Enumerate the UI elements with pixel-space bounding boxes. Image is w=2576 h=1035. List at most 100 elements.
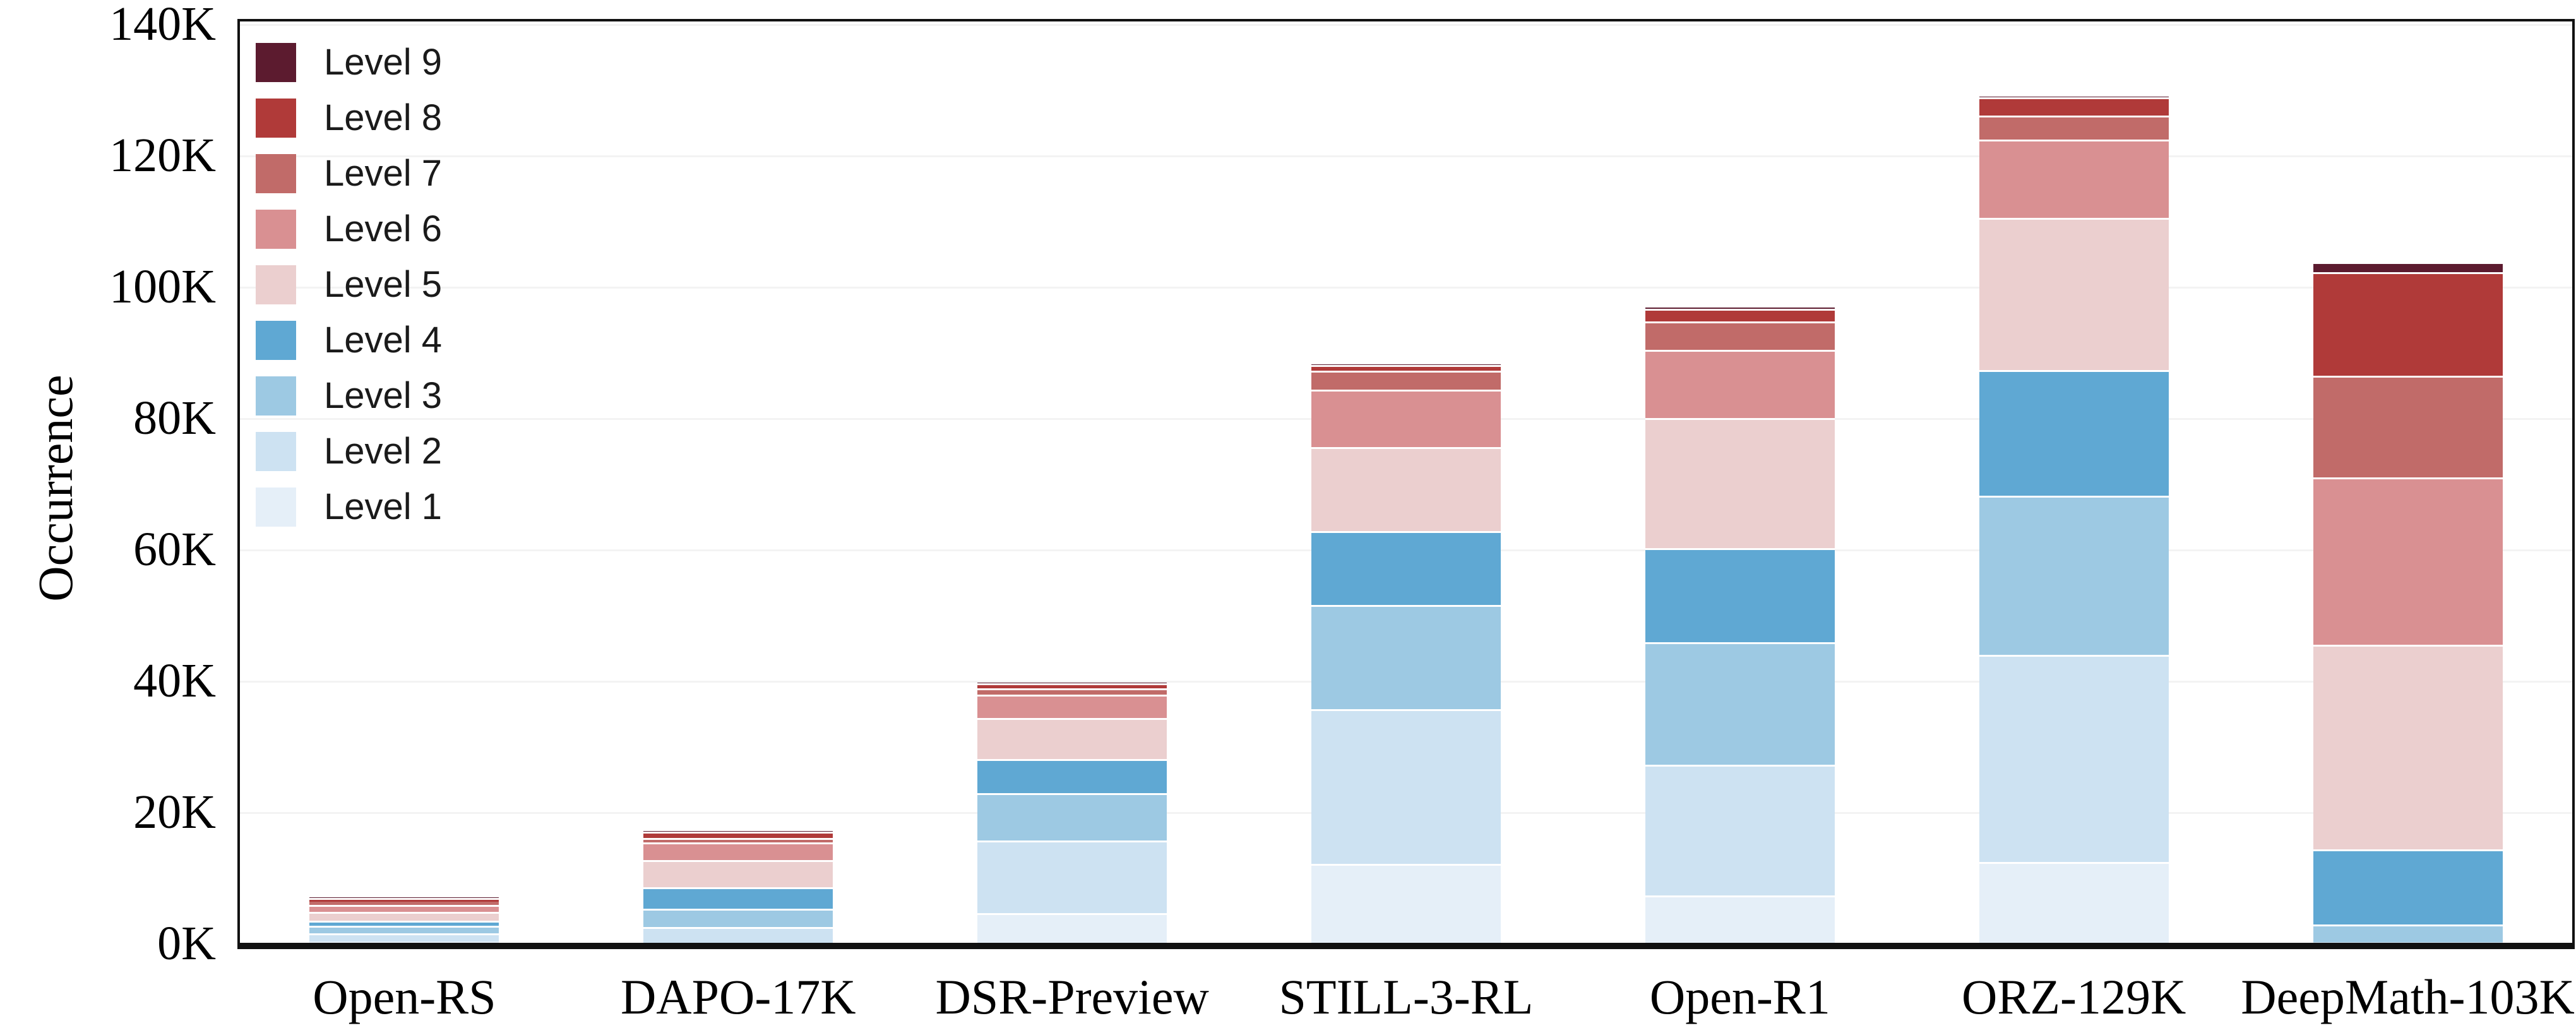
bar-segment-Open-R1-Level-5 <box>1645 418 1835 548</box>
bar-segment-Open-RS-Level-7 <box>309 902 499 905</box>
legend-label: Level 5 <box>324 264 443 306</box>
bar-segment-DSR-Preview-Level-4 <box>977 758 1167 793</box>
bar-segment-Open-RS-Level-4 <box>309 920 499 926</box>
bar-segment-Open-R1-Level-9 <box>1645 308 1835 309</box>
bar-segment-DeepMath-103K-Level-9 <box>2313 264 2503 273</box>
bar-segment-DeepMath-103K-Level-5 <box>2313 644 2503 850</box>
bar-segment-DSR-Preview-Level-7 <box>977 688 1167 695</box>
y-tick-label: 140K <box>109 0 216 51</box>
legend-label: Level 2 <box>324 431 443 472</box>
x-tick-label-DAPO-17K: DAPO-17K <box>620 969 856 1024</box>
bar-segment-STILL-3-RL-Level-1 <box>1311 864 1501 943</box>
bar-segment-Open-R1-Level-2 <box>1645 765 1835 896</box>
bar-segment-DeepMath-103K-Level-4 <box>2313 849 2503 924</box>
bar-segment-DAPO-17K-Level-3 <box>643 908 833 927</box>
bar-column-STILL-3-RL <box>1311 19 1501 943</box>
bar-segment-DAPO-17K-Level-7 <box>643 838 833 842</box>
bar-segment-DSR-Preview-Level-1 <box>977 913 1167 943</box>
bar-segment-STILL-3-RL-Level-8 <box>1311 365 1501 371</box>
bar-segment-ORZ-129K-Level-5 <box>1979 217 2169 371</box>
bar-segment-ORZ-129K-Level-2 <box>1979 655 2169 863</box>
x-axis-spine <box>237 943 2575 949</box>
bar-segment-Open-R1-Level-8 <box>1645 309 1835 322</box>
x-tick-label-DeepMath-103K: DeepMath-103K <box>2241 969 2575 1024</box>
bar-segment-DAPO-17K-Level-8 <box>643 831 833 839</box>
legend-swatch-Level-2 <box>256 432 296 471</box>
y-tick-label: 0K <box>157 917 216 970</box>
bar-segment-STILL-3-RL-Level-5 <box>1311 446 1501 531</box>
bar-segment-Open-RS-Level-6 <box>309 904 499 912</box>
bar-segment-STILL-3-RL-Level-9 <box>1311 364 1501 366</box>
bar-column-ORZ-129K <box>1979 19 2169 943</box>
x-tick-label-Open-R1: Open-R1 <box>1649 969 1830 1024</box>
legend-label: Level 8 <box>324 97 443 139</box>
x-tick-label-Open-RS: Open-RS <box>313 969 496 1024</box>
bar-segment-ORZ-129K-Level-1 <box>1979 862 2169 943</box>
bar-segment-STILL-3-RL-Level-6 <box>1311 390 1501 447</box>
bar-segment-DSR-Preview-Level-2 <box>977 840 1167 914</box>
bar-column-Open-RS <box>309 19 499 943</box>
legend-swatch-Level-7 <box>256 154 296 193</box>
x-tick-label-ORZ-129K: ORZ-129K <box>1962 969 2186 1024</box>
bar-segment-ORZ-129K-Level-4 <box>1979 370 2169 496</box>
bar-segment-STILL-3-RL-Level-4 <box>1311 530 1501 606</box>
y-axis-title: Occurrence <box>28 374 83 602</box>
bar-segment-Open-RS-Level-1 <box>309 941 499 943</box>
legend-label: Level 4 <box>324 320 443 361</box>
legend-swatch-Level-9 <box>256 43 296 82</box>
bar-column-DAPO-17K <box>643 19 833 943</box>
bar-segment-Open-RS-Level-8 <box>309 897 499 902</box>
bar-segment-Open-R1-Level-4 <box>1645 547 1835 642</box>
legend-swatch-Level-8 <box>256 99 296 138</box>
bar-segment-Open-RS-Level-3 <box>309 925 499 934</box>
bar-segment-DeepMath-103K-Level-6 <box>2313 477 2503 645</box>
y-tick-label: 100K <box>109 260 216 313</box>
bar-segment-DeepMath-103K-Level-7 <box>2313 376 2503 477</box>
bar-segment-Open-RS-Level-9 <box>309 897 499 898</box>
bar-column-DSR-Preview <box>977 19 1167 943</box>
plot-area <box>237 19 2575 949</box>
bar-segment-DAPO-17K-Level-5 <box>643 859 833 887</box>
y-tick-label: 20K <box>133 786 216 839</box>
y-tick-label: 120K <box>109 129 216 182</box>
bar-segment-DSR-Preview-Level-5 <box>977 718 1167 759</box>
bar-segment-ORZ-129K-Level-3 <box>1979 495 2169 655</box>
bar-segment-DeepMath-103K-Level-8 <box>2313 272 2503 376</box>
bar-segment-Open-R1-Level-3 <box>1645 642 1835 765</box>
bar-segment-DSR-Preview-Level-3 <box>977 793 1167 841</box>
legend-swatch-Level-3 <box>256 376 296 416</box>
bar-segment-STILL-3-RL-Level-7 <box>1311 371 1501 390</box>
bar-segment-DeepMath-103K-Level-3 <box>2313 924 2503 942</box>
legend-label: Level 7 <box>324 153 443 194</box>
gridline-100K <box>240 287 2572 289</box>
legend-label: Level 6 <box>324 208 443 250</box>
bar-segment-STILL-3-RL-Level-2 <box>1311 709 1501 864</box>
x-tick-label-STILL-3-RL: STILL-3-RL <box>1279 969 1534 1024</box>
bar-column-Open-R1 <box>1645 19 1835 943</box>
legend-swatch-Level-1 <box>256 488 296 527</box>
bar-segment-DAPO-17K-Level-6 <box>643 842 833 860</box>
gridline-120K <box>240 155 2572 157</box>
bar-column-DeepMath-103K <box>2313 19 2503 943</box>
bar-segment-Open-R1-Level-6 <box>1645 349 1835 418</box>
gridline-140K <box>240 24 2572 26</box>
bar-segment-Open-R1-Level-1 <box>1645 895 1835 943</box>
legend-swatch-Level-6 <box>256 210 296 249</box>
y-tick-label: 80K <box>133 392 216 445</box>
bar-segment-ORZ-129K-Level-6 <box>1979 140 2169 218</box>
bar-segment-Open-RS-Level-5 <box>309 912 499 921</box>
y-tick-label: 60K <box>133 523 216 576</box>
bar-segment-Open-RS-Level-2 <box>309 933 499 942</box>
bar-segment-DAPO-17K-Level-4 <box>643 887 833 909</box>
bar-segment-Open-R1-Level-7 <box>1645 321 1835 350</box>
x-tick-label-DSR-Preview: DSR-Preview <box>935 969 1209 1024</box>
bar-segment-DeepMath-103K-Level-2 <box>2313 942 2503 943</box>
y-tick-label: 40K <box>133 654 216 707</box>
bar-segment-DAPO-17K-Level-9 <box>643 830 833 832</box>
bar-segment-STILL-3-RL-Level-3 <box>1311 605 1501 709</box>
legend-swatch-Level-4 <box>256 321 296 360</box>
legend-swatch-Level-5 <box>256 265 296 304</box>
bar-segment-DSR-Preview-Level-6 <box>977 694 1167 719</box>
legend-label: Level 1 <box>324 486 443 528</box>
